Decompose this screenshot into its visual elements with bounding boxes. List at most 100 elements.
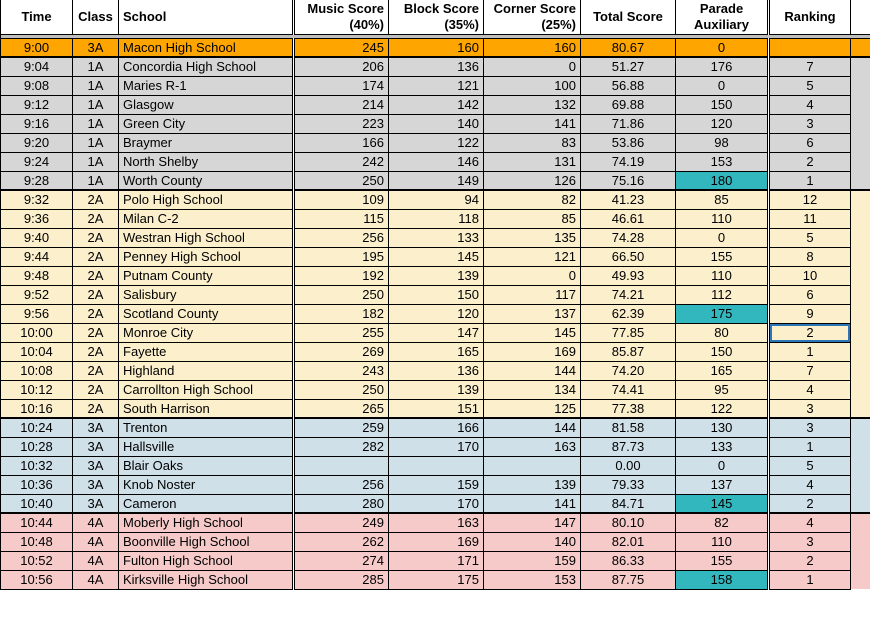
corner-cell[interactable]: 85 <box>483 208 581 229</box>
corner-cell[interactable]: 125 <box>483 398 581 419</box>
corner-cell[interactable]: 141 <box>483 113 581 134</box>
school-cell[interactable]: Moberly High School <box>118 512 294 533</box>
column-header-ranking[interactable]: Ranking <box>767 0 851 35</box>
parade-cell[interactable]: 98 <box>675 132 769 153</box>
time-cell[interactable]: 10:40 <box>0 493 73 514</box>
music-cell[interactable]: 285 <box>292 569 389 590</box>
parade-cell[interactable]: 0 <box>675 37 769 58</box>
school-cell[interactable]: Monroe City <box>118 322 294 343</box>
block-cell[interactable]: 160 <box>388 37 484 58</box>
total-cell[interactable]: 74.28 <box>580 227 676 248</box>
ranking-cell[interactable]: 3 <box>767 417 851 438</box>
time-cell[interactable]: 10:00 <box>0 322 73 343</box>
music-cell[interactable]: 256 <box>292 227 389 248</box>
school-cell[interactable]: Highland <box>118 360 294 381</box>
block-cell[interactable]: 165 <box>388 341 484 362</box>
parade-cell[interactable]: 155 <box>675 246 769 267</box>
corner-cell[interactable]: 163 <box>483 436 581 457</box>
ranking-cell[interactable]: 1 <box>767 436 851 457</box>
corner-cell[interactable]: 117 <box>483 284 581 305</box>
parade-cell[interactable]: 0 <box>675 75 769 96</box>
total-cell[interactable]: 0.00 <box>580 455 676 476</box>
block-cell[interactable]: 147 <box>388 322 484 343</box>
music-cell[interactable]: 262 <box>292 531 389 552</box>
music-cell[interactable]: 250 <box>292 379 389 400</box>
music-cell[interactable]: 166 <box>292 132 389 153</box>
ranking-cell[interactable]: 6 <box>767 132 851 153</box>
total-cell[interactable]: 80.10 <box>580 512 676 533</box>
school-cell[interactable]: Salisbury <box>118 284 294 305</box>
block-cell[interactable]: 120 <box>388 303 484 324</box>
time-cell[interactable]: 9:04 <box>0 56 73 77</box>
music-cell[interactable]: 256 <box>292 474 389 495</box>
time-cell[interactable]: 9:20 <box>0 132 73 153</box>
school-cell[interactable]: Kirksville High School <box>118 569 294 590</box>
ranking-cell[interactable]: 2 <box>767 151 851 172</box>
ranking-cell[interactable]: 10 <box>767 265 851 286</box>
parade-cell[interactable]: 158 <box>675 569 769 590</box>
class-cell[interactable]: 2A <box>72 341 119 362</box>
total-cell[interactable]: 74.19 <box>580 151 676 172</box>
class-cell[interactable]: 3A <box>72 37 119 58</box>
time-cell[interactable]: 10:12 <box>0 379 73 400</box>
class-cell[interactable]: 1A <box>72 75 119 96</box>
total-cell[interactable]: 77.38 <box>580 398 676 419</box>
column-header-parade-auxiliary[interactable]: Parade Auxiliary <box>675 0 769 35</box>
corner-cell[interactable] <box>483 455 581 476</box>
total-cell[interactable]: 84.71 <box>580 493 676 514</box>
class-cell[interactable]: 1A <box>72 56 119 77</box>
corner-cell[interactable]: 126 <box>483 170 581 191</box>
class-cell[interactable]: 2A <box>72 227 119 248</box>
total-cell[interactable]: 87.75 <box>580 569 676 590</box>
class-cell[interactable]: 3A <box>72 493 119 514</box>
class-cell[interactable]: 3A <box>72 455 119 476</box>
column-header-music-score[interactable]: Music Score (40%) <box>292 0 389 35</box>
parade-cell[interactable]: 133 <box>675 436 769 457</box>
class-cell[interactable]: 2A <box>72 246 119 267</box>
block-cell[interactable]: 159 <box>388 474 484 495</box>
music-cell[interactable]: 206 <box>292 56 389 77</box>
parade-cell[interactable]: 120 <box>675 113 769 134</box>
parade-cell[interactable]: 82 <box>675 512 769 533</box>
time-cell[interactable]: 10:04 <box>0 341 73 362</box>
total-cell[interactable]: 85.87 <box>580 341 676 362</box>
total-cell[interactable]: 74.41 <box>580 379 676 400</box>
corner-cell[interactable]: 131 <box>483 151 581 172</box>
school-cell[interactable]: Macon High School <box>118 37 294 58</box>
parade-cell[interactable]: 85 <box>675 189 769 210</box>
ranking-cell[interactable]: 4 <box>767 379 851 400</box>
total-cell[interactable]: 46.61 <box>580 208 676 229</box>
block-cell[interactable] <box>388 455 484 476</box>
total-cell[interactable]: 86.33 <box>580 550 676 571</box>
school-cell[interactable]: Glasgow <box>118 94 294 115</box>
ranking-cell[interactable]: 8 <box>767 246 851 267</box>
ranking-cell[interactable] <box>767 37 851 58</box>
corner-cell[interactable]: 137 <box>483 303 581 324</box>
music-cell[interactable]: 242 <box>292 151 389 172</box>
corner-cell[interactable]: 134 <box>483 379 581 400</box>
class-cell[interactable]: 3A <box>72 474 119 495</box>
block-cell[interactable]: 140 <box>388 113 484 134</box>
class-cell[interactable]: 1A <box>72 132 119 153</box>
total-cell[interactable]: 82.01 <box>580 531 676 552</box>
corner-cell[interactable]: 135 <box>483 227 581 248</box>
music-cell[interactable]: 214 <box>292 94 389 115</box>
school-cell[interactable]: Knob Noster <box>118 474 294 495</box>
total-cell[interactable]: 49.93 <box>580 265 676 286</box>
time-cell[interactable]: 9:52 <box>0 284 73 305</box>
parade-cell[interactable]: 122 <box>675 398 769 419</box>
corner-cell[interactable]: 169 <box>483 341 581 362</box>
parade-cell[interactable]: 130 <box>675 417 769 438</box>
block-cell[interactable]: 166 <box>388 417 484 438</box>
school-cell[interactable]: Maries R-1 <box>118 75 294 96</box>
class-cell[interactable]: 3A <box>72 436 119 457</box>
music-cell[interactable]: 223 <box>292 113 389 134</box>
block-cell[interactable]: 133 <box>388 227 484 248</box>
block-cell[interactable]: 139 <box>388 265 484 286</box>
time-cell[interactable]: 9:32 <box>0 189 73 210</box>
school-cell[interactable]: Carrollton High School <box>118 379 294 400</box>
music-cell[interactable]: 250 <box>292 170 389 191</box>
music-cell[interactable]: 282 <box>292 436 389 457</box>
time-cell[interactable]: 10:48 <box>0 531 73 552</box>
parade-cell[interactable]: 180 <box>675 170 769 191</box>
